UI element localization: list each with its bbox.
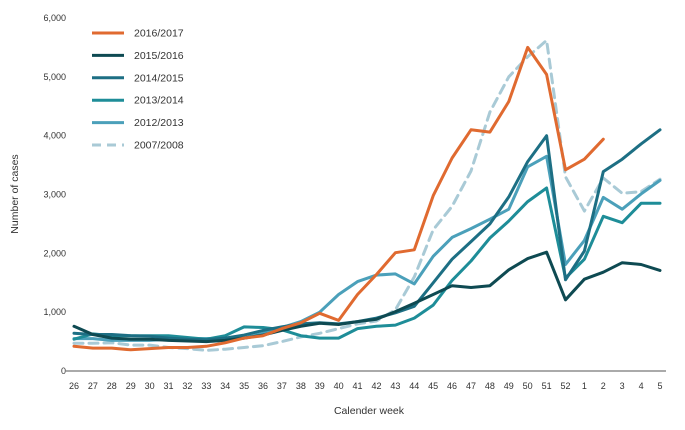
y-axis-title: Number of cases — [9, 154, 21, 233]
x-tick-label: 44 — [409, 381, 419, 391]
x-tick-label: 28 — [107, 381, 117, 391]
x-tick-label: 41 — [353, 381, 363, 391]
x-tick-label: 45 — [428, 381, 438, 391]
y-tick-label: 4,000 — [43, 131, 66, 141]
legend-label: 2014/2015 — [134, 72, 184, 84]
legend-label: 2015/2016 — [134, 50, 184, 62]
x-tick-label: 3 — [620, 381, 625, 391]
legend-label: 2012/2013 — [134, 117, 184, 129]
series-layer — [72, 38, 662, 352]
legend-label: 2007/2008 — [134, 140, 184, 152]
y-tick-label: 6,000 — [43, 13, 66, 23]
x-tick-label: 46 — [447, 381, 457, 391]
x-tick-label: 37 — [277, 381, 287, 391]
x-tick-label: 42 — [371, 381, 381, 391]
series-line-2015-2016 — [72, 250, 662, 344]
series-line-2007-2008 — [72, 38, 662, 352]
x-tick-label: 1 — [582, 381, 587, 391]
x-tick-label: 47 — [466, 381, 476, 391]
legend-label: 2016/2017 — [134, 28, 184, 40]
x-tick-label: 36 — [258, 381, 268, 391]
x-tick-label: 38 — [296, 381, 306, 391]
y-tick-label: 1,000 — [43, 307, 66, 317]
x-tick-label: 49 — [504, 381, 514, 391]
x-tick-label: 32 — [182, 381, 192, 391]
y-axis-title-group: Number of cases — [9, 154, 21, 233]
x-tick-label: 27 — [88, 381, 98, 391]
series-line-2012-2013 — [72, 154, 662, 342]
x-tick-label: 4 — [639, 381, 644, 391]
x-tick-label: 40 — [334, 381, 344, 391]
y-tick-label: 2,000 — [43, 248, 66, 258]
x-tick-label: 43 — [390, 381, 400, 391]
legend: 2016/2017 2015/2016 2014/2015 2013/2014 2012… — [92, 28, 184, 152]
x-tick-label: 29 — [126, 381, 136, 391]
x-tick-label: 34 — [220, 381, 230, 391]
x-tick-label: 39 — [315, 381, 325, 391]
x-tick-label: 26 — [69, 381, 79, 391]
legend-label: 2013/2014 — [134, 95, 184, 107]
x-tick-label: 50 — [523, 381, 533, 391]
x-tick-label: 30 — [145, 381, 155, 391]
x-tick-label: 5 — [657, 381, 662, 391]
series-line-2013-2014 — [72, 186, 662, 341]
x-tick-label: 52 — [560, 381, 570, 391]
x-tick-label: 2 — [601, 381, 606, 391]
x-tick-label: 35 — [239, 381, 249, 391]
x-tick-label: 48 — [485, 381, 495, 391]
series-line-2016-2017 — [72, 45, 605, 352]
x-axis-title: Calender week — [334, 405, 405, 417]
x-tick-label: 33 — [201, 381, 211, 391]
y-tick-label: 5,000 — [43, 72, 66, 82]
y-tick-label: 0 — [61, 366, 66, 376]
y-tick-label: 3,000 — [43, 190, 66, 200]
x-tick-label: 51 — [542, 381, 552, 391]
series-line-2014-2015 — [72, 128, 662, 342]
x-tick-label: 31 — [164, 381, 174, 391]
axes: 0 1,000 2,000 3,000 4,000 5,000 6,000 26 27 28 29 3… — [43, 13, 666, 391]
